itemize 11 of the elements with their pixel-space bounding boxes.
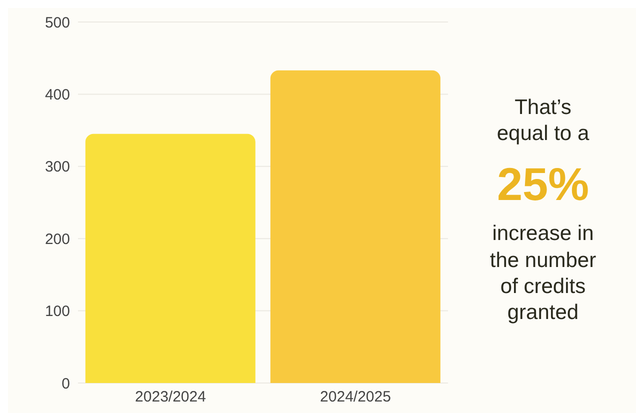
text: increase in the number of credits granted <box>488 221 598 326</box>
x-tick-label: 2024/2025 <box>320 388 391 406</box>
text: That’s equal to a <box>496 94 590 147</box>
y-tick-label: 200 <box>44 230 70 248</box>
y-tick-label: 300 <box>44 158 70 176</box>
y-tick-label: 400 <box>44 86 70 104</box>
y-tick-label: 100 <box>44 303 70 320</box>
y-tick-label: 500 <box>44 14 70 32</box>
x-tick-label: 2023/2024 <box>135 388 206 406</box>
y-tick-label: 0 <box>62 375 70 392</box>
text: 25% <box>496 157 590 212</box>
